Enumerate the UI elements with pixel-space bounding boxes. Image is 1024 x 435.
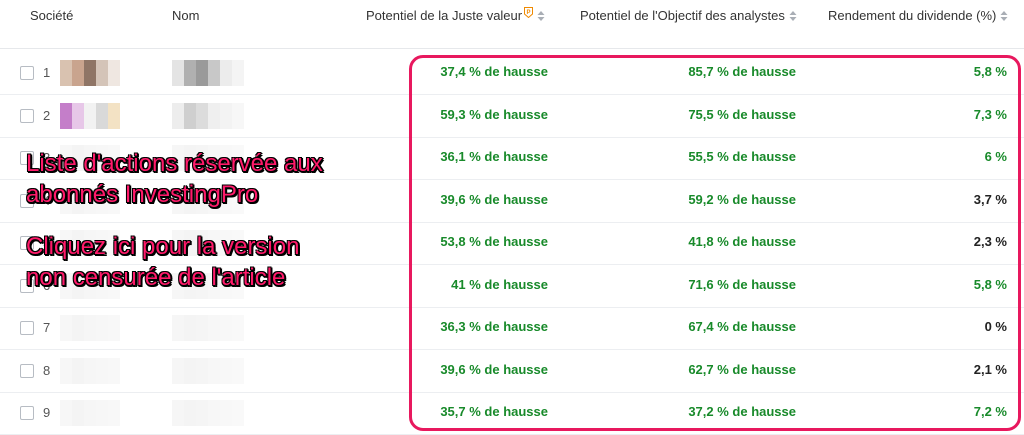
- analyst-target-upside: 71,6 % de hausse: [688, 276, 796, 292]
- fair-value-upside: 37,4 % de hausse: [440, 64, 548, 79]
- row-number: 8: [43, 362, 51, 378]
- row-number: 6: [43, 277, 51, 293]
- fair-value-upside: 36,1 % de hausse: [440, 149, 548, 164]
- analyst-target-upside: 41,8 % de hausse: [688, 234, 796, 249]
- row-checkbox[interactable]: [20, 193, 34, 208]
- blurred-company-name: [172, 145, 244, 171]
- blurred-company-logo: [60, 145, 120, 171]
- uncensored-link-line-1[interactable]: Cliquez ici pour la version: [26, 233, 300, 260]
- blurred-company-name: [172, 102, 244, 129]
- blurred-company-logo: [60, 315, 120, 341]
- sort-icon[interactable]: [1000, 10, 1008, 22]
- table-row[interactable]: 7 36,3 % de hausse 67,4 % de hausse 0 %: [0, 307, 1024, 350]
- blurred-company-logo: [60, 357, 120, 384]
- sort-icon[interactable]: [537, 10, 545, 22]
- row-checkbox[interactable]: [20, 236, 34, 250]
- table-row[interactable]: 1 37,4 % de hausse 85,7 % de hausse 5,8 %: [0, 52, 1024, 95]
- dividend-yield-value: 5,8 %: [973, 64, 1007, 79]
- table-row[interactable]: 4 39,6 % de hausse 59,2 % de hausse 3,7 %: [0, 180, 1024, 223]
- row-checkbox[interactable]: [20, 278, 34, 293]
- dividend-yield-value: 0 %: [984, 319, 1007, 334]
- dividend-yield-value: 7,3 %: [973, 106, 1007, 122]
- column-header-name[interactable]: Nom: [172, 8, 200, 23]
- fair-value-upside: 59,3 % de hausse: [440, 106, 548, 122]
- dividend-yield-value: 7,2 %: [973, 404, 1007, 419]
- dividend-yield-value: 5,8 %: [973, 276, 1007, 292]
- blurred-company-name: [172, 187, 244, 214]
- blurred-company-name: [172, 357, 244, 384]
- blurred-company-name: [172, 272, 244, 299]
- blurred-company-logo: [60, 102, 120, 129]
- analyst-target-upside: 75,5 % de hausse: [688, 106, 796, 122]
- table-header: Société Nom Potentiel de la Juste valeur…: [0, 0, 1024, 49]
- column-header-fair-value[interactable]: Potentiel de la Juste valeur P: [366, 6, 545, 23]
- dividend-yield-value: 6 %: [984, 149, 1007, 164]
- row-checkbox[interactable]: [20, 363, 34, 378]
- row-checkbox[interactable]: [20, 108, 34, 123]
- fair-value-upside: 41 % de hausse: [451, 276, 548, 292]
- svg-text:P: P: [527, 10, 531, 16]
- analyst-target-upside: 59,2 % de hausse: [688, 191, 796, 207]
- blurred-company-name: [172, 315, 244, 341]
- row-checkbox[interactable]: [20, 406, 34, 420]
- blurred-company-logo: [60, 400, 120, 426]
- fair-value-upside: 35,7 % de hausse: [440, 404, 548, 419]
- analyst-target-upside: 67,4 % de hausse: [688, 319, 796, 334]
- blurred-company-logo: [60, 60, 120, 86]
- fair-value-upside: 53,8 % de hausse: [440, 234, 548, 249]
- row-checkbox[interactable]: [20, 321, 34, 335]
- blurred-company-logo: [60, 187, 120, 214]
- fair-value-upside: 39,6 % de hausse: [440, 191, 548, 207]
- blurred-company-name: [172, 400, 244, 426]
- sort-icon[interactable]: [789, 10, 797, 22]
- table-row[interactable]: 2 59,3 % de hausse 75,5 % de hausse 7,3 %: [0, 95, 1024, 138]
- row-checkbox[interactable]: [20, 66, 34, 80]
- blurred-company-name: [172, 230, 244, 256]
- row-number: 2: [43, 107, 51, 123]
- blurred-company-logo: [60, 230, 120, 256]
- pro-badge-icon: P: [524, 6, 534, 21]
- row-number: 1: [43, 65, 51, 80]
- column-header-analyst-target[interactable]: Potentiel de l'Objectif des analystes: [580, 8, 797, 23]
- row-number: 5: [43, 235, 51, 250]
- table-row[interactable]: 8 39,6 % de hausse 62,7 % de hausse 2,1 %: [0, 350, 1024, 393]
- dividend-yield-value: 3,7 %: [973, 191, 1007, 207]
- fair-value-upside: 39,6 % de hausse: [440, 361, 548, 377]
- analyst-target-upside: 85,7 % de hausse: [688, 64, 796, 79]
- uncensored-link-line-2[interactable]: non censurée de l'article: [26, 264, 286, 291]
- premium-notice-line-1[interactable]: Liste d'actions réservée aux: [26, 150, 323, 177]
- analyst-target-upside: 37,2 % de hausse: [688, 404, 796, 419]
- fair-value-upside: 36,3 % de hausse: [440, 319, 548, 334]
- table-row[interactable]: 6 41 % de hausse 71,6 % de hausse 5,8 %: [0, 265, 1024, 308]
- blurred-company-name: [172, 60, 244, 86]
- row-number: 4: [43, 192, 51, 208]
- row-number: 7: [43, 320, 51, 335]
- column-header-company[interactable]: Société: [30, 8, 74, 23]
- column-header-dividend-yield[interactable]: Rendement du dividende (%): [828, 8, 1008, 23]
- row-number: 9: [43, 405, 51, 420]
- table-row[interactable]: 9 35,7 % de hausse 37,2 % de hausse 7,2 %: [0, 392, 1024, 435]
- dividend-yield-value: 2,3 %: [973, 234, 1007, 249]
- table-row[interactable]: 3 36,1 % de hausse 55,5 % de hausse 6 %: [0, 137, 1024, 180]
- dividend-yield-value: 2,1 %: [973, 361, 1007, 377]
- analyst-target-upside: 55,5 % de hausse: [688, 149, 796, 164]
- analyst-target-upside: 62,7 % de hausse: [688, 361, 796, 377]
- table-row[interactable]: 5 53,8 % de hausse 41,8 % de hausse 2,3 %: [0, 222, 1024, 265]
- row-checkbox[interactable]: [20, 151, 34, 165]
- premium-notice-line-2[interactable]: abonnés InvestingPro: [26, 181, 259, 208]
- blurred-company-logo: [60, 272, 120, 299]
- row-number: 3: [43, 150, 51, 165]
